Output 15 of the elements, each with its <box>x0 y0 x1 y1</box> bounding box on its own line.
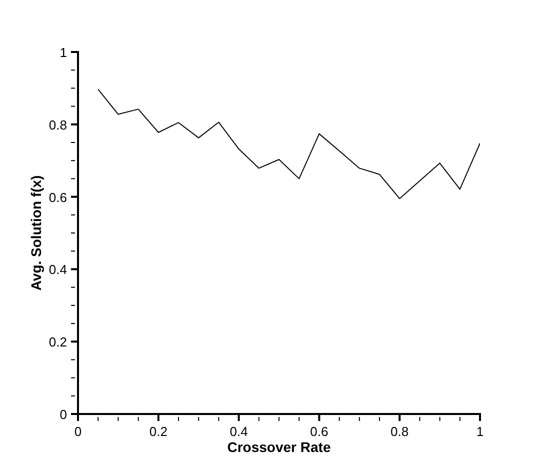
x-tick-label: 0 <box>74 424 82 439</box>
y-tick-label: 1 <box>60 45 67 60</box>
y-tick-label: 0.4 <box>48 262 67 278</box>
x-tick-label: 0.6 <box>310 424 328 439</box>
y-tick-label: 0.2 <box>48 334 67 350</box>
x-tick-label: 0.2 <box>149 424 168 439</box>
y-axis-title: Avg. Solution f(x) <box>28 175 44 291</box>
x-tick-label: 1 <box>476 424 484 439</box>
x-axis-title: Crossover Rate <box>227 439 331 455</box>
y-tick-label: 0.6 <box>48 190 67 205</box>
y-tick-label: 0.8 <box>48 117 67 132</box>
x-tick-label: 0.4 <box>230 424 248 439</box>
y-tick-label: 0 <box>60 407 67 422</box>
x-tick-label: 0.8 <box>390 424 409 439</box>
line-series <box>98 88 480 200</box>
